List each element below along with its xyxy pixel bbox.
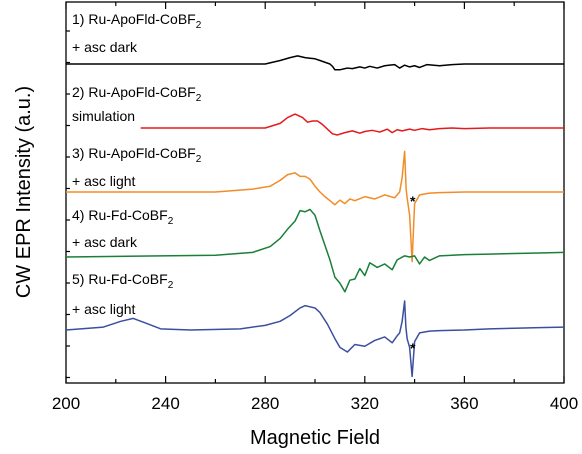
x-tick-label: 400 [550,394,578,413]
x-tick-label: 200 [52,394,80,413]
trace-label-subscript: 2 [168,216,174,227]
x-tick-label: 360 [450,394,478,413]
trace-label-title: 5) Ru-Fd-CoBF2 [72,271,174,291]
trace-label-title: 1) Ru-ApoFld-CoBF2 [72,11,202,31]
x-tick-label: 240 [151,394,179,413]
artifact-asterisk: * [410,340,416,356]
trace-label-condition: + asc dark [72,39,138,55]
series-group [65,55,565,378]
axis-ticks [65,2,565,383]
trace-label-title: 2) Ru-ApoFld-CoBF2 [72,84,202,104]
trace-label-title: 3) Ru-ApoFld-CoBF2 [72,145,202,165]
trace-label-condition: simulation [72,108,135,124]
trace-label-subscript: 2 [196,20,202,31]
y-axis-label: CW EPR Intensity (a.u.) [13,86,35,298]
series-line-3 [66,150,564,263]
trace-label-condition: + asc light [72,301,136,317]
trace-label-subscript: 2 [196,154,202,165]
trace-labels: 1) Ru-ApoFld-CoBF2 + asc dark 2) Ru-ApoFld… [72,11,416,356]
x-tick-label: 320 [351,394,379,413]
x-tick-label: 280 [251,394,279,413]
trace-label-subscript: 2 [168,280,174,291]
artifact-asterisk: * [410,193,416,209]
trace-label-subscript: 2 [196,93,202,104]
x-tick-labels: 200 240 280 320 360 400 [52,394,578,413]
series-line-4 [65,208,565,293]
trace-label-condition: + asc dark [72,234,138,250]
trace-label-title: 4) Ru-Fd-CoBF2 [72,207,174,227]
series-line-5 [65,300,565,378]
series-line-2 [140,113,564,136]
trace-label-condition: + asc light [72,173,136,189]
series-line-1 [66,55,564,71]
x-axis-label: Magnetic Field [250,427,380,449]
